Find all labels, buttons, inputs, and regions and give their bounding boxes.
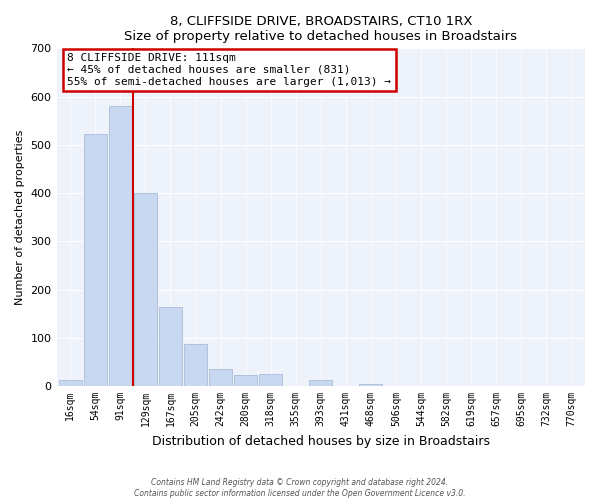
- Bar: [59, 380, 82, 386]
- Text: 8 CLIFFSIDE DRIVE: 111sqm
← 45% of detached houses are smaller (831)
55% of semi: 8 CLIFFSIDE DRIVE: 111sqm ← 45% of detac…: [67, 54, 391, 86]
- Text: Contains HM Land Registry data © Crown copyright and database right 2024.
Contai: Contains HM Land Registry data © Crown c…: [134, 478, 466, 498]
- Bar: [134, 192, 157, 386]
- X-axis label: Distribution of detached houses by size in Broadstairs: Distribution of detached houses by size …: [152, 434, 490, 448]
- Bar: [184, 344, 207, 386]
- Title: 8, CLIFFSIDE DRIVE, BROADSTAIRS, CT10 1RX
Size of property relative to detached : 8, CLIFFSIDE DRIVE, BROADSTAIRS, CT10 1R…: [124, 15, 517, 43]
- Bar: [359, 384, 382, 386]
- Bar: [209, 369, 232, 386]
- Bar: [309, 380, 332, 386]
- Bar: [109, 106, 132, 386]
- Bar: [84, 134, 107, 386]
- Y-axis label: Number of detached properties: Number of detached properties: [15, 130, 25, 305]
- Bar: [159, 307, 182, 386]
- Bar: [259, 374, 282, 386]
- Bar: [234, 376, 257, 386]
